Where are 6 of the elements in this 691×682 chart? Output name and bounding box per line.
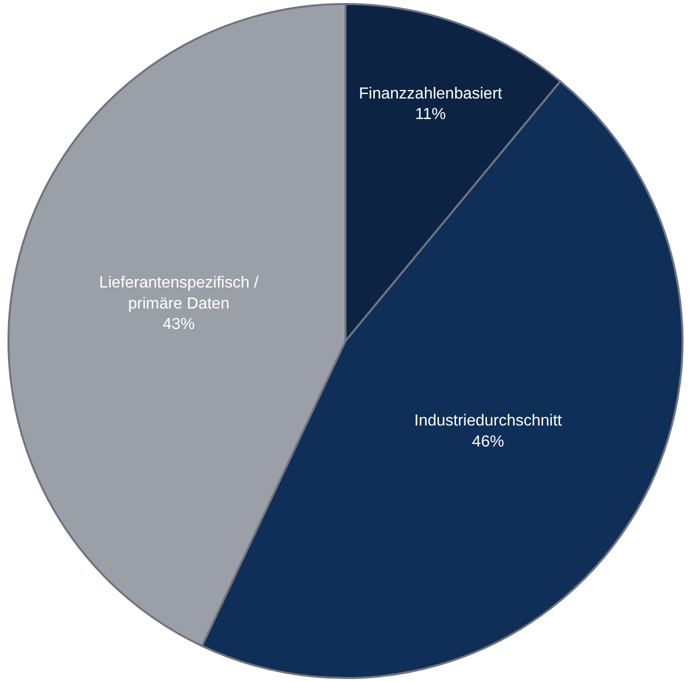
slice-label: Lieferantenspezifisch / primäre Daten — [99, 274, 259, 312]
slice-label: Industriedurchschnitt — [414, 412, 562, 430]
data-label: 46% — [472, 434, 504, 451]
data-label: 11% — [415, 106, 446, 124]
data-label: 43% — [162, 316, 195, 334]
slice-label: Finanzzahlenbasiert — [358, 85, 503, 102]
